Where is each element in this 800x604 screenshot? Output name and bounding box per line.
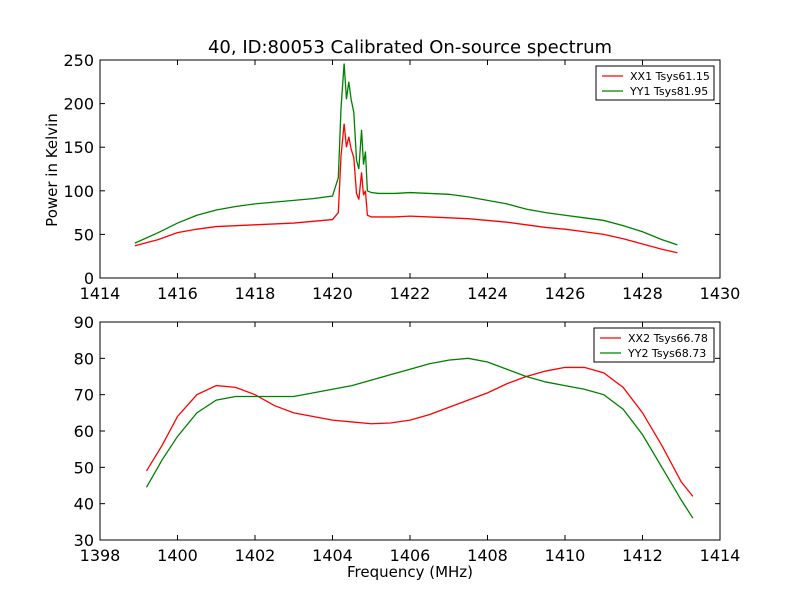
y-tick-label: 100 <box>63 182 94 201</box>
y-tick-label: 70 <box>74 386 94 405</box>
legend-box <box>595 65 715 101</box>
top-panel: 1414 1416 1418 1420 1422 1424 1426 1428 1430 0 50 1… <box>63 51 740 303</box>
x-tick-label: 1424 <box>467 284 508 303</box>
bottom-panel: 1398 1400 1402 1404 1406 1408 1410 1412 1414 30 40… <box>74 313 741 565</box>
y-axis-label: Power in Kelvin <box>43 113 61 227</box>
series-line-yy-panel-1 <box>134 63 678 246</box>
y-tick-label: 150 <box>63 138 94 157</box>
x-tick-label: 1412 <box>622 546 663 565</box>
y-tick-label: 50 <box>74 225 94 244</box>
x-tick-label: 1420 <box>312 284 353 303</box>
y-tick-label: 50 <box>74 458 94 477</box>
y-tick-label: 0 <box>84 269 94 288</box>
legend-entry: YY1 Tsys81.95 <box>629 85 708 98</box>
x-axis-label: Frequency (MHz) <box>347 563 473 581</box>
y-tick-label: 250 <box>63 51 94 70</box>
x-tick-label: 1400 <box>157 546 198 565</box>
x-tick-label: 1404 <box>312 546 353 565</box>
x-tick-label: 1416 <box>157 284 198 303</box>
x-tick-label: 1408 <box>467 546 508 565</box>
x-tick-label: 1422 <box>390 284 431 303</box>
legend: XX1 Tsys61.15 YY1 Tsys81.95 <box>595 65 715 101</box>
x-tick-label: 1398 <box>80 546 121 565</box>
x-tick-label: 1418 <box>235 284 276 303</box>
legend-entry: XX2 Tsys66.78 <box>628 332 708 345</box>
x-tick-label: 1426 <box>545 284 586 303</box>
y-tick-label: 80 <box>74 349 94 368</box>
chart-title: 40, ID:80053 Calibrated On-source spectr… <box>208 37 612 58</box>
series-line-yy-panel-2 <box>145 357 694 519</box>
x-tick-label: 1402 <box>235 546 276 565</box>
series-line-xx-panel-2 <box>145 366 694 497</box>
legend-box <box>593 327 715 363</box>
legend-entry: YY2 Tsys68.73 <box>627 347 706 360</box>
x-tick-label: 1428 <box>622 284 663 303</box>
x-tick-label: 1414 <box>80 284 121 303</box>
legend-entry: XX1 Tsys61.15 <box>630 70 710 83</box>
x-tick-label: 1406 <box>390 546 431 565</box>
series-line-xx-panel-1 <box>134 123 678 254</box>
y-tick-label: 90 <box>74 313 94 332</box>
x-tick-label: 1430 <box>700 284 741 303</box>
x-tick-label: 1410 <box>545 546 586 565</box>
y-tick-label: 200 <box>63 95 94 114</box>
y-tick-label: 30 <box>74 531 94 550</box>
y-tick-label: 60 <box>74 422 94 441</box>
y-tick-label: 40 <box>74 495 94 514</box>
x-tick-label: 1414 <box>700 546 741 565</box>
legend: XX2 Tsys66.78 YY2 Tsys68.73 <box>593 327 715 363</box>
